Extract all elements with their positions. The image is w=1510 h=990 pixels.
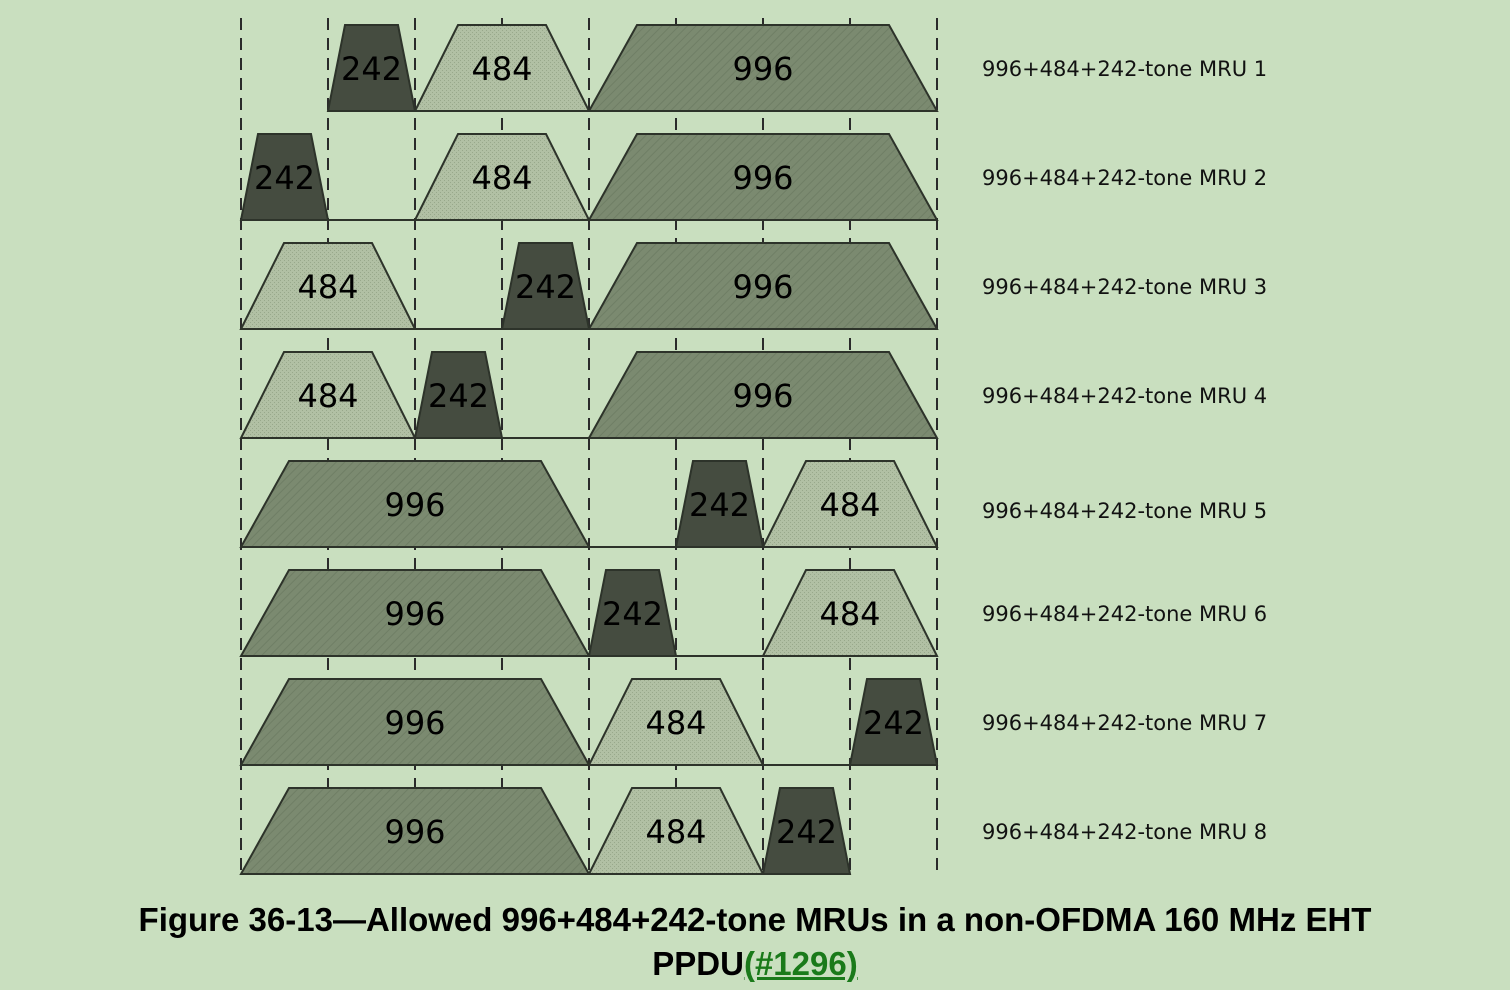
ru-242-label: 242 — [776, 813, 837, 851]
ru-484-label: 484 — [819, 595, 880, 633]
ru-242-label: 242 — [341, 50, 402, 88]
mru-row-label: 996+484+242-tone MRU 2 — [982, 166, 1267, 190]
mru-row: 242 484 996 996+484+242-tone MRU 1 — [326, 24, 1267, 112]
caption-line-2: PPDU(#1296) — [0, 942, 1510, 986]
ru-996-label: 996 — [732, 268, 793, 306]
ru-242-label: 242 — [254, 159, 315, 197]
ru-996-label: 996 — [384, 813, 445, 851]
ru-996-label: 996 — [384, 595, 445, 633]
ru-996-label: 996 — [732, 377, 793, 415]
ru-484-label: 484 — [471, 50, 532, 88]
ru-996-label: 996 — [384, 486, 445, 524]
mru-row: 996 242 484 996+484+242-tone MRU 5 — [239, 460, 1267, 548]
ru-242-label: 242 — [602, 595, 663, 633]
mru-row-label: 996+484+242-tone MRU 7 — [982, 711, 1267, 735]
ru-242-label: 242 — [689, 486, 750, 524]
mru-row-label: 996+484+242-tone MRU 4 — [982, 384, 1267, 408]
figure-caption: Figure 36-13—Allowed 996+484+242-tone MR… — [0, 898, 1510, 986]
ru-484-label: 484 — [297, 268, 358, 306]
ru-484-label: 484 — [645, 813, 706, 851]
ru-996-label: 996 — [384, 704, 445, 742]
mru-row-label: 996+484+242-tone MRU 5 — [982, 499, 1267, 523]
mru-row-label: 996+484+242-tone MRU 8 — [982, 820, 1267, 844]
mru-row: 996 484 242 996+484+242-tone MRU 7 — [239, 678, 1267, 766]
ru-484-label: 484 — [819, 486, 880, 524]
ru-484-label: 484 — [471, 159, 532, 197]
ru-484-label: 484 — [645, 704, 706, 742]
caption-ppdu: PPDU — [652, 945, 744, 982]
mru-row-label: 996+484+242-tone MRU 1 — [982, 57, 1267, 81]
ru-996-label: 996 — [732, 159, 793, 197]
ru-242-label: 242 — [863, 704, 924, 742]
mru-row: 242 484 996 996+484+242-tone MRU 2 — [239, 133, 1267, 221]
ru-996-label: 996 — [732, 50, 793, 88]
mru-row: 996 242 484 996+484+242-tone MRU 6 — [239, 569, 1267, 657]
mru-row: 996 484 242 996+484+242-tone MRU 8 — [239, 787, 1267, 875]
mru-row: 484 242 996 996+484+242-tone MRU 4 — [239, 351, 1267, 439]
mru-row-label: 996+484+242-tone MRU 6 — [982, 602, 1267, 626]
ru-242-label: 242 — [515, 268, 576, 306]
mru-row-label: 996+484+242-tone MRU 3 — [982, 275, 1267, 299]
caption-line-1: Figure 36-13—Allowed 996+484+242-tone MR… — [138, 901, 1372, 938]
mru-row: 484 242 996 996+484+242-tone MRU 3 — [239, 242, 1267, 330]
ru-484-label: 484 — [297, 377, 358, 415]
caption-reference-link[interactable]: (#1296) — [743, 945, 858, 982]
ru-242-label: 242 — [428, 377, 489, 415]
